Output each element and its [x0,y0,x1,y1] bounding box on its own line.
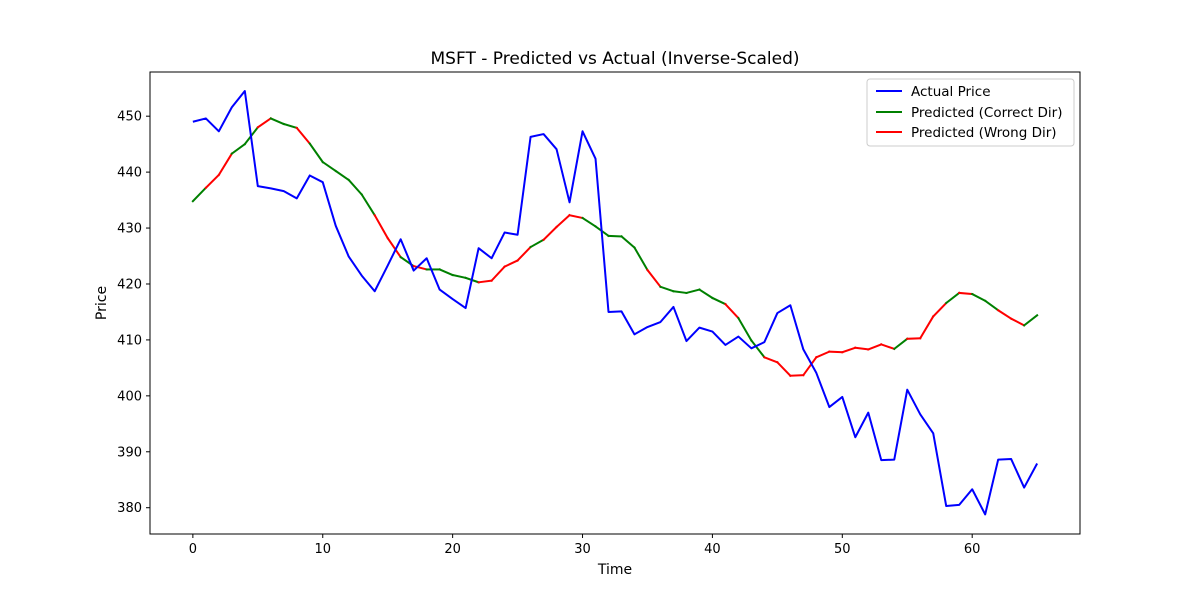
predicted-correct-segment [970,292,987,303]
predicted-correct-segment [308,142,325,164]
predicted-correct-segment [737,316,753,342]
predicted-wrong-segment [386,236,403,259]
y-tick-label: 390 [117,445,142,460]
predicted-wrong-segment [996,308,1013,321]
predicted-correct-segment [892,337,909,351]
actual-price-line [192,90,1039,516]
y-axis: 380 390 400 410 420 430 440 450 [117,110,150,516]
y-tick-label: 440 [117,166,142,181]
y-tick-label: 410 [117,333,142,348]
predicted-correct-segment [607,234,623,238]
y-tick-label: 380 [117,501,142,516]
predicted-correct-segment [1022,313,1039,327]
predicted-correct-segment [282,122,299,130]
x-tick-label: 50 [834,542,851,557]
plot-area [149,71,1081,535]
predicted-wrong-segment [828,350,844,354]
predicted-correct-segment [581,216,597,228]
series-layer [191,90,1039,516]
legend: Actual Price Predicted (Correct Dir) Pre… [866,78,1075,147]
legend-label-correct: Predicted (Correct Dir) [911,105,1062,121]
x-axis: 0 10 20 30 40 50 60 [189,534,981,557]
predicted-wrong-segment [373,213,390,240]
predicted-wrong-segment [204,173,221,190]
predicted-wrong-segment [516,245,532,262]
predicted-correct-segment [672,290,688,295]
predicted-correct-segment [321,160,338,173]
plot-background [150,72,1080,534]
predicted-correct-segment [659,285,675,293]
predicted-correct-segment [438,268,454,277]
predicted-wrong-segment [815,350,831,359]
predicted-correct-segment [347,178,364,196]
predicted-correct-segment [698,288,714,300]
predicted-wrong-segment [958,291,974,296]
y-tick-label: 430 [117,222,142,237]
x-tick-label: 20 [444,542,461,557]
legend-label-wrong: Predicted (Wrong Dir) [911,125,1057,141]
x-tick-label: 60 [964,542,981,557]
x-tick-label: 30 [574,542,591,557]
predicted-wrong-segment [256,117,273,129]
predicted-correct-segment [230,142,247,156]
predicted-correct-segment [685,288,701,295]
predicted-correct-segment [620,235,636,250]
predicted-wrong-segment [568,213,584,220]
y-tick-label: 420 [117,277,142,292]
predicted-correct-segment [711,296,727,306]
predicted-wrong-segment [866,343,883,351]
x-axis-label: Time [597,562,632,578]
predicted-wrong-segment [503,259,519,268]
predicted-wrong-segment [801,355,818,377]
chart-title: MSFT - Predicted vs Actual (Inverse-Scal… [431,49,800,69]
predicted-wrong-segment [490,265,507,283]
x-tick-label: 0 [189,542,197,557]
x-tick-label: 40 [704,542,721,557]
predicted-wrong-segment [763,355,779,364]
plot-frame [149,71,1081,535]
legend-label-actual: Actual Price [911,84,991,100]
predicted-wrong-segment [217,152,234,177]
predicted-wrong-segment [879,343,896,351]
predicted-wrong-segment [1009,317,1026,327]
predicted-correct-segment [749,339,766,359]
y-axis-label: Price [94,286,110,320]
legend-box [866,78,1075,147]
predicted-wrong-segment [775,360,792,378]
y-tick-label: 450 [117,110,142,125]
predicted-correct-segment [633,246,649,272]
predicted-correct-segment [269,117,286,126]
predicted-wrong-segment [542,225,558,242]
predicted-correct-segment [360,193,377,217]
predicted-wrong-segment [555,213,571,229]
y-tick-label: 400 [117,389,142,404]
predicted-correct-segment [944,291,961,305]
predicted-wrong-segment [789,374,805,377]
predicted-correct-segment [334,169,351,182]
predicted-wrong-segment [931,301,948,318]
predicted-wrong-segment [854,346,870,351]
predicted-wrong-segment [295,126,312,146]
predicted-wrong-segment [477,279,493,284]
predicted-correct-segment [529,238,545,249]
predicted-wrong-segment [906,337,922,340]
predicted-wrong-segment [723,302,740,320]
predicted-correct-segment [191,186,208,203]
predicted-correct-segment [451,273,467,280]
predicted-wrong-segment [841,346,857,354]
predicted-correct-segment [983,299,1000,312]
predicted-wrong-segment [918,315,935,340]
predicted-wrong-segment [646,268,662,289]
predicted-wrong-segment [412,264,428,271]
x-tick-label: 10 [314,542,331,557]
